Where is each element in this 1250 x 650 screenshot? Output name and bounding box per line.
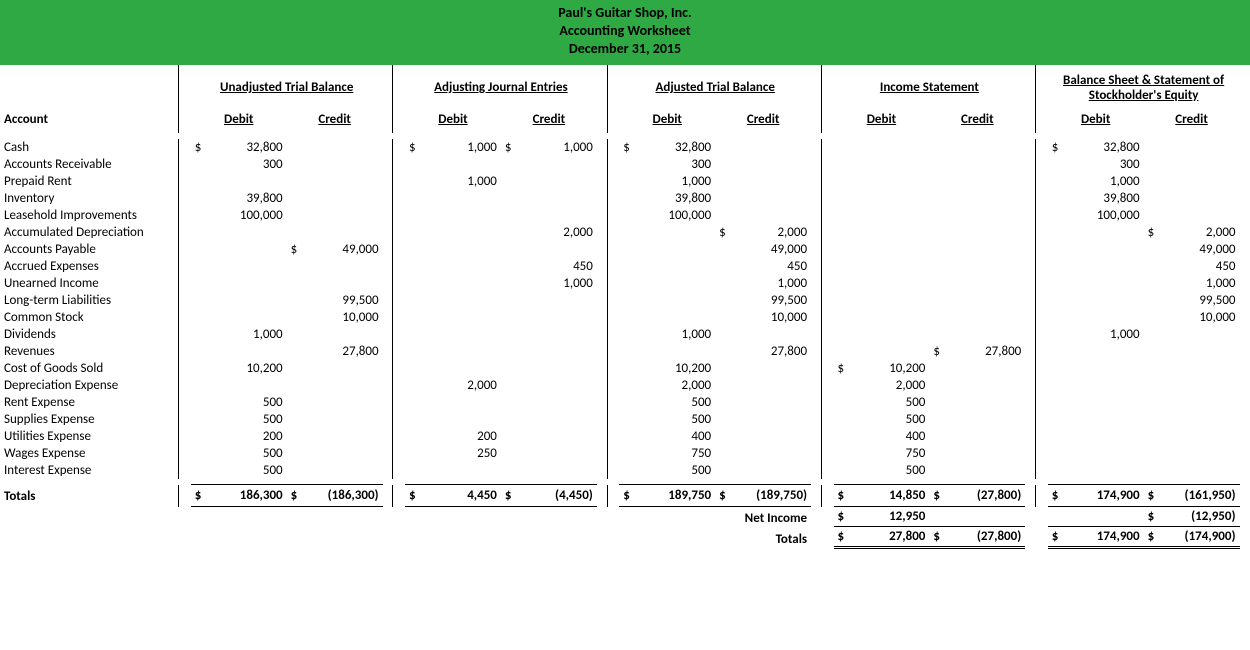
section-is: Income Statement [834, 65, 1026, 111]
section-header-row: Unadjusted Trial Balance Adjusting Journ… [0, 65, 1250, 111]
column-header-row: Account DebitCredit DebitCredit DebitCre… [0, 111, 1250, 133]
totals-row: Totals $186,300$(186,300) $4,450$(4,450)… [0, 485, 1250, 507]
final-totals-row: Totals $27,800$(27,800) $174,900$(174,90… [0, 527, 1250, 548]
account-name: Depreciation Expense [0, 377, 179, 394]
table-row: Supplies Expense500500500 [0, 411, 1250, 428]
account-name: Interest Expense [0, 462, 179, 479]
table-row: Common Stock10,00010,00010,000 [0, 309, 1250, 326]
account-name: Accounts Receivable [0, 156, 179, 173]
account-name: Accrued Expenses [0, 258, 179, 275]
table-row: Wages Expense500250750750 [0, 445, 1250, 462]
account-name: Dividends [0, 326, 179, 343]
doc-title: Accounting Worksheet [0, 22, 1250, 40]
table-row: Utilities Expense200200400400 [0, 428, 1250, 445]
table-row: Leasehold Improvements100,000100,000100,… [0, 207, 1250, 224]
table-row: Accounts Receivable300300300 [0, 156, 1250, 173]
table-row: Accounts Payable$49,00049,00049,000 [0, 241, 1250, 258]
table-row: Unearned Income1,0001,0001,000 [0, 275, 1250, 292]
account-name: Supplies Expense [0, 411, 179, 428]
worksheet-table: Unadjusted Trial Balance Adjusting Journ… [0, 65, 1250, 550]
section-bs: Balance Sheet & Statement of Stockholder… [1048, 65, 1240, 111]
table-row: Rent Expense500500500 [0, 394, 1250, 411]
net-income-row: Net Income $12,950 $(12,950) [0, 507, 1250, 527]
account-name: Cash [0, 139, 179, 156]
account-name: Wages Expense [0, 445, 179, 462]
account-name: Utilities Expense [0, 428, 179, 445]
account-name: Accumulated Depreciation [0, 224, 179, 241]
table-row: Cost of Goods Sold10,20010,200$10,200 [0, 360, 1250, 377]
table-row: Long-term Liabilities99,50099,50099,500 [0, 292, 1250, 309]
table-row: Dividends1,0001,0001,000 [0, 326, 1250, 343]
table-row: Prepaid Rent1,0001,0001,000 [0, 173, 1250, 190]
account-name: Rent Expense [0, 394, 179, 411]
table-row: Accrued Expenses450450450 [0, 258, 1250, 275]
account-name: Leasehold Improvements [0, 207, 179, 224]
table-row: Revenues27,80027,800$27,800 [0, 343, 1250, 360]
table-row: Inventory39,80039,80039,800 [0, 190, 1250, 207]
account-name: Prepaid Rent [0, 173, 179, 190]
table-row: Interest Expense500500500 [0, 462, 1250, 479]
section-atb: Adjusted Trial Balance [619, 65, 811, 111]
table-row: Accumulated Depreciation2,000$2,000$2,00… [0, 224, 1250, 241]
account-name: Accounts Payable [0, 241, 179, 258]
doc-date: December 31, 2015 [0, 40, 1250, 58]
section-aje: Adjusting Journal Entries [405, 65, 597, 111]
table-row: Cash$32,800$1,000$1,000$32,800$32,800 [0, 139, 1250, 156]
account-name: Inventory [0, 190, 179, 207]
account-name: Common Stock [0, 309, 179, 326]
table-row: Depreciation Expense2,0002,0002,000 [0, 377, 1250, 394]
account-name: Unearned Income [0, 275, 179, 292]
section-utb: Unadjusted Trial Balance [191, 65, 383, 111]
company-name: Paul's Guitar Shop, Inc. [0, 4, 1250, 22]
worksheet-header: Paul's Guitar Shop, Inc. Accounting Work… [0, 0, 1250, 65]
account-header: Account [0, 111, 179, 133]
account-name: Cost of Goods Sold [0, 360, 179, 377]
account-name: Revenues [0, 343, 179, 360]
account-name: Long-term Liabilities [0, 292, 179, 309]
